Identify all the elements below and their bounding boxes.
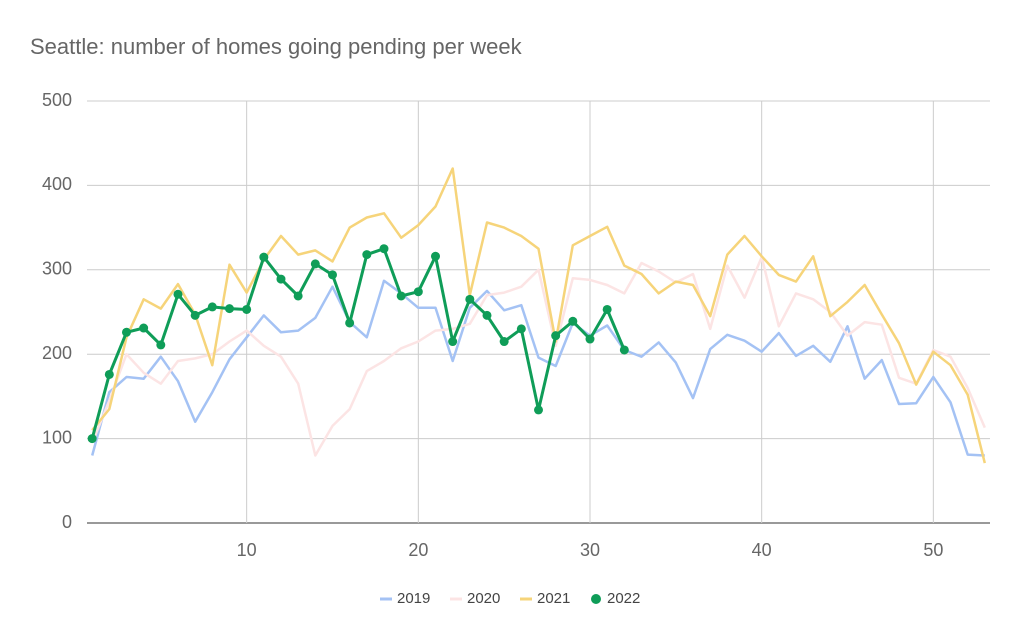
data-point <box>310 259 320 269</box>
series-line <box>91 167 987 464</box>
data-point <box>259 252 269 262</box>
data-point <box>379 244 389 254</box>
data-point <box>413 287 423 297</box>
data-point <box>190 310 200 320</box>
legend-label: 2021 <box>537 590 570 607</box>
series-line <box>90 279 985 457</box>
data-point <box>362 250 372 260</box>
data-point <box>327 270 337 280</box>
y-tick-label: 500 <box>42 90 72 110</box>
data-point <box>465 294 475 304</box>
data-point <box>568 316 578 326</box>
data-point <box>551 331 561 341</box>
data-point <box>345 318 355 328</box>
data-point <box>104 369 114 379</box>
x-tick-label: 20 <box>408 540 428 560</box>
data-point <box>516 324 526 334</box>
data-point <box>156 340 166 350</box>
y-tick-label: 0 <box>62 512 72 532</box>
x-tick-label: 40 <box>752 540 772 560</box>
data-point <box>276 274 286 284</box>
legend-label: 2020 <box>467 590 500 607</box>
y-tick-label: 400 <box>42 174 72 194</box>
x-tick-label: 50 <box>923 540 943 560</box>
chart-title: Seattle: number of homes going pending p… <box>30 34 523 59</box>
data-point <box>242 304 252 314</box>
data-point <box>499 337 509 347</box>
x-tick-label: 10 <box>237 540 257 560</box>
data-point <box>293 291 303 301</box>
data-point <box>396 291 406 301</box>
y-tick-label: 200 <box>42 343 72 363</box>
series-line <box>90 247 626 439</box>
data-point <box>602 304 612 314</box>
x-tick-label: 30 <box>580 540 600 560</box>
y-tick-label: 100 <box>42 427 72 447</box>
data-point <box>173 289 183 299</box>
data-point <box>585 334 595 344</box>
legend-marker <box>591 594 601 604</box>
series-line <box>91 255 986 457</box>
data-point <box>139 323 149 333</box>
y-tick-label: 300 <box>42 259 72 279</box>
data-point <box>430 251 440 261</box>
data-point <box>619 345 629 355</box>
data-point <box>482 310 492 320</box>
legend-label: 2022 <box>607 590 640 607</box>
data-point <box>448 337 458 347</box>
data-point <box>207 302 217 312</box>
data-point <box>224 304 234 314</box>
data-point <box>87 434 97 444</box>
data-point <box>121 327 131 337</box>
data-point <box>534 405 543 415</box>
legend-label: 2019 <box>397 590 430 607</box>
